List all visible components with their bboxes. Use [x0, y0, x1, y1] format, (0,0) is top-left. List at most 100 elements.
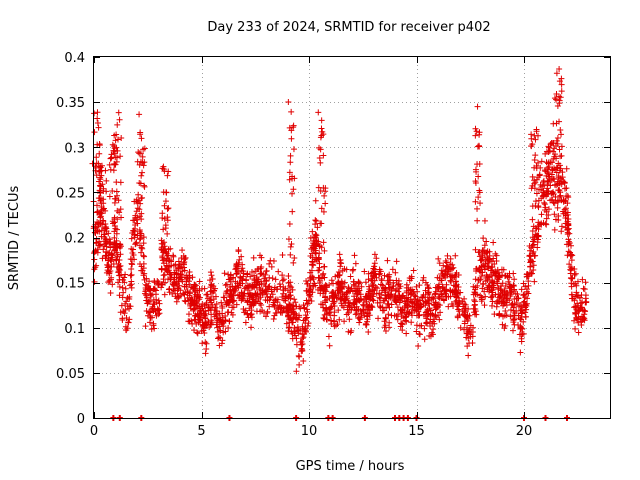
data-point: [235, 247, 242, 254]
data-point: [355, 280, 362, 287]
data-point: [288, 284, 295, 291]
data-point: [96, 242, 103, 249]
data-point: [303, 297, 310, 304]
data-point: [257, 308, 264, 315]
data-point: [336, 316, 343, 323]
data-point: [215, 334, 222, 341]
data-point: [156, 306, 163, 313]
data-point: [109, 141, 116, 148]
data-point: [473, 128, 480, 135]
data-point: [114, 147, 121, 154]
data-point: [172, 287, 179, 294]
data-point: [136, 226, 143, 233]
data-point: [300, 334, 307, 341]
data-point: [198, 328, 205, 335]
data-point: [385, 294, 392, 301]
data-point: [442, 268, 449, 275]
data-point: [94, 115, 101, 122]
data-point: [143, 282, 150, 289]
data-point: [556, 93, 563, 100]
data-point: [488, 287, 495, 294]
data-point: [321, 192, 328, 199]
data-point: [547, 141, 554, 148]
data-point: [185, 297, 192, 304]
data-point: [551, 200, 558, 207]
data-point: [522, 294, 529, 301]
data-point: [128, 266, 135, 273]
data-point: [566, 230, 573, 237]
data-point: [474, 217, 481, 224]
data-point: [424, 291, 431, 298]
data-point: [285, 279, 292, 286]
data-point: [557, 192, 564, 199]
data-point: [345, 285, 352, 292]
data-point: [447, 255, 454, 262]
data-point: [318, 301, 325, 308]
data-point: [166, 289, 173, 296]
x-axis-label: GPS time / hours: [296, 459, 405, 474]
data-point: [116, 272, 123, 279]
data-point: [207, 269, 214, 276]
data-point: [551, 181, 558, 188]
data-point: [270, 257, 277, 264]
data-point: [136, 236, 143, 243]
data-point: [233, 301, 240, 308]
data-point: [489, 286, 496, 293]
data-point: [105, 257, 112, 264]
data-point: [502, 283, 509, 290]
data-point: [365, 329, 372, 336]
data-point: [111, 150, 118, 157]
data-point: [266, 283, 273, 290]
data-point: [96, 140, 103, 147]
data-point: [148, 326, 155, 333]
data-point: [117, 206, 124, 213]
data-point: [111, 234, 118, 241]
data-point: [223, 281, 230, 288]
data-point: [502, 272, 509, 279]
data-point: [492, 250, 499, 257]
data-point: [535, 204, 542, 211]
data-point: [552, 151, 559, 158]
data-point: [417, 303, 424, 310]
data-point: [335, 290, 342, 297]
data-point: [534, 244, 541, 251]
data-point: [308, 298, 315, 305]
data-point: [291, 296, 298, 303]
data-point: [139, 169, 146, 176]
data-point: [331, 312, 338, 319]
data-point: [328, 277, 335, 284]
data-point: [225, 271, 232, 278]
data-point: [556, 97, 563, 104]
data-point: [343, 311, 350, 318]
data-point: [472, 306, 479, 313]
data-point: [480, 235, 487, 242]
data-point: [94, 119, 101, 126]
data-point: [442, 258, 449, 265]
data-point: [522, 313, 529, 320]
data-point: [102, 252, 109, 259]
data-point: [541, 199, 548, 206]
data-point: [279, 251, 286, 258]
data-point: [314, 224, 321, 231]
data-point: [134, 232, 141, 239]
data-point: [139, 153, 146, 160]
data-point: [399, 320, 406, 327]
data-point: [529, 250, 536, 257]
y-tick-label: 0.1: [64, 322, 85, 337]
data-point: [91, 266, 98, 273]
data-point: [311, 280, 318, 287]
data-point: [236, 256, 243, 263]
data-point: [483, 238, 490, 245]
data-point: [163, 189, 170, 196]
data-point: [376, 270, 383, 277]
data-point: [338, 260, 345, 267]
data-point: [328, 303, 335, 310]
data-point: [118, 214, 125, 221]
data-point: [296, 314, 303, 321]
data-point: [317, 159, 324, 166]
data-point: [542, 150, 549, 157]
data-point: [303, 287, 310, 294]
data-point: [453, 273, 460, 280]
data-point: [105, 263, 112, 270]
data-point: [158, 265, 165, 272]
